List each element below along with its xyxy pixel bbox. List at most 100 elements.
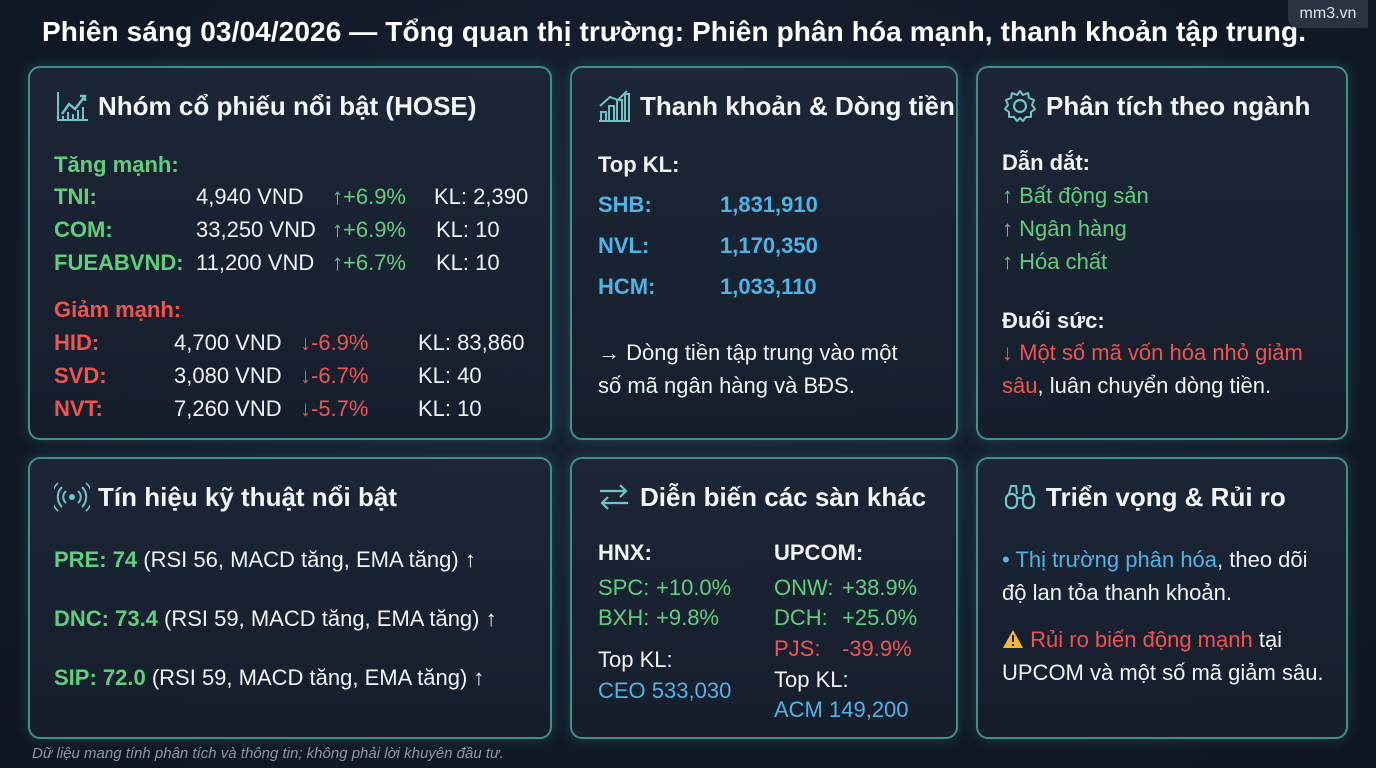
loser-change: ↓-5.7% (300, 396, 369, 421)
outlook-point1-line2: độ lan tỏa thanh khoản. (1002, 580, 1232, 605)
outlook-point1-rest: , theo dõi (1217, 547, 1308, 572)
hnx-change: +10.0% (656, 575, 732, 600)
upcom-ticker: DCH: (774, 605, 828, 630)
hnx-change: +9.8% (656, 605, 719, 630)
upcom-top-value: ACM 149,200 (774, 697, 909, 722)
brand-badge[interactable]: mm3.vn (1288, 0, 1368, 28)
upcom-change: +25.0% (842, 605, 918, 630)
top-volume-value: 1,170,350 (720, 233, 818, 258)
hnx-ticker: BXH: (598, 605, 650, 630)
signal-detail: (RSI 56, MACD tăng, EMA tăng) ↑ (137, 547, 476, 572)
upcom-change: +38.9% (842, 575, 918, 600)
gainer-ticker: COM: (54, 217, 113, 242)
signals-card: Tín hiệu kỹ thuật nổi bật PRE: 74 (RSI 5… (28, 457, 552, 739)
signal-label: PRE: 74 (54, 547, 138, 572)
weak-text-highlight: sâu (1002, 373, 1038, 398)
loser-volume: KL: 10 (418, 396, 482, 421)
top-volume-label: Top KL: (598, 152, 680, 177)
signal-detail: (RSI 59, MACD tăng, EMA tăng) ↑ (157, 606, 497, 631)
top-volume-ticker: SHB: (598, 192, 652, 217)
weak-text-line1: ↓ Một số mã vốn hóa nhỏ giảm (1002, 340, 1303, 365)
signal-icon (54, 482, 90, 512)
hose-card: Nhóm cổ phiếu nổi bật (HOSE) Tăng mạnh: … (28, 66, 552, 440)
loser-ticker: HID: (54, 330, 100, 355)
gainer-ticker: TNI: (54, 184, 97, 209)
sectors-card-title: Phân tích theo ngành (1046, 90, 1311, 121)
outlook-point1-highlight: • Thị trường phân hóa (1002, 547, 1218, 572)
gainer-volume: KL: 10 (436, 250, 500, 275)
top-volume-ticker: HCM: (598, 274, 656, 299)
hose-card-title: Nhóm cổ phiếu nổi bật (HOSE) (98, 90, 477, 121)
top-volume-value: 1,033,110 (720, 274, 817, 299)
page-title: Phiên sáng 03/04/2026 — Tổng quan thị tr… (42, 16, 1307, 47)
upcom-change: -39.9% (842, 636, 912, 661)
outlook-point2-rest: tại (1252, 627, 1283, 652)
loser-ticker: NVT: (54, 396, 103, 421)
signal-label: SIP: 72.0 (54, 665, 146, 690)
gainer-price: 11,200 VND (196, 250, 315, 275)
binoculars-icon (1004, 485, 1036, 510)
exchanges-card: Diễn biến các sàn khác HNX: SPC: +10.0% … (570, 457, 958, 739)
leading-label: Dẫn dắt: (1002, 150, 1090, 175)
signal-detail: (RSI 59, MACD tăng, EMA tăng) ↑ (145, 665, 485, 690)
hnx-top-value: CEO 533,030 (598, 678, 732, 703)
losers-label: Giảm mạnh: (54, 297, 182, 322)
signal-label: DNC: 73.4 (54, 606, 158, 631)
gear-icon (1004, 90, 1036, 122)
top-volume-value: 1,831,910 (720, 192, 818, 217)
signal-item: DNC: 73.4 (RSI 59, MACD tăng, EMA tăng) … (54, 606, 497, 632)
exchanges-card-header: Diễn biến các sàn khác (596, 479, 926, 515)
liquidity-note-line1: → Dòng tiền tập trung vào một (598, 340, 898, 365)
leading-sector: ↑ Hóa chất (1002, 249, 1108, 274)
outlook-point2-line2: UPCOM và một số mã giảm sâu. (1002, 660, 1324, 685)
hnx-label: HNX: (598, 540, 652, 565)
loser-price: 4,700 VND (174, 330, 282, 355)
outlook-card: Triển vọng & Rủi ro • Thị trường phân hó… (976, 457, 1348, 739)
loser-ticker: SVD: (54, 363, 107, 388)
outlook-card-title: Triển vọng & Rủi ro (1046, 481, 1286, 512)
outlook-point2-line1: Rủi ro biến động mạnh tại (1002, 627, 1282, 653)
line-chart-icon (57, 92, 88, 121)
weak-text-rest: , luân chuyển dòng tiền. (1037, 373, 1272, 398)
loser-volume: KL: 83,860 (418, 330, 525, 355)
leading-sector: ↑ Bất động sản (1002, 183, 1149, 208)
gainer-price: 33,250 VND (196, 217, 316, 242)
gainer-change: ↑+6.7% (332, 250, 406, 275)
upcom-label: UPCOM: (774, 540, 864, 565)
liquidity-card-title: Thanh khoản & Dòng tiền (640, 90, 955, 121)
gainer-ticker: FUEABVND: (54, 250, 184, 275)
exchanges-card-title: Diễn biến các sàn khác (640, 481, 927, 512)
loser-volume: KL: 40 (418, 363, 482, 388)
weak-text-line2: sâu, luân chuyển dòng tiền. (1002, 373, 1271, 399)
loser-change: ↓-6.7% (300, 363, 369, 388)
gainer-volume: KL: 2,390 (434, 184, 529, 209)
weak-label: Đuối sức: (1002, 308, 1105, 333)
upcom-ticker: ONW: (774, 575, 834, 600)
top-volume-ticker: NVL: (598, 233, 650, 258)
outlook-point2-highlight: Rủi ro biến động mạnh (1030, 627, 1253, 652)
outlook-card-header: Triển vọng & Rủi ro (1002, 479, 1286, 515)
hnx-top-label: Top KL: (598, 647, 673, 672)
liquidity-card: Thanh khoản & Dòng tiền Top KL: SHB: 1,8… (570, 66, 958, 440)
gainer-change: ↑+6.9% (332, 217, 406, 242)
gainer-price: 4,940 VND (196, 184, 304, 209)
signals-card-header: Tín hiệu kỹ thuật nổi bật (54, 479, 397, 515)
liquidity-card-header: Thanh khoản & Dòng tiền (596, 88, 955, 124)
swap-arrows-icon (600, 484, 628, 510)
sectors-card: Phân tích theo ngành Dẫn dắt: ↑ Bất động… (976, 66, 1348, 440)
upcom-top-label: Top KL: (774, 667, 849, 692)
bar-chart-icon (599, 90, 630, 122)
gainer-volume: KL: 10 (436, 217, 500, 242)
loser-price: 7,260 VND (174, 396, 282, 421)
disclaimer-footer: Dữ liệu mang tính phân tích và thông tin… (32, 745, 504, 762)
gainers-label: Tăng mạnh: (54, 152, 179, 177)
signals-card-title: Tín hiệu kỹ thuật nổi bật (98, 481, 397, 512)
sectors-card-header: Phân tích theo ngành (1002, 88, 1310, 124)
liquidity-note-line2: số mã ngân hàng và BĐS. (598, 373, 855, 398)
loser-price: 3,080 VND (174, 363, 282, 388)
signal-item: SIP: 72.0 (RSI 59, MACD tăng, EMA tăng) … (54, 665, 484, 691)
leading-sector: ↑ Ngân hàng (1002, 216, 1127, 241)
hose-card-header: Nhóm cổ phiếu nổi bật (HOSE) (54, 88, 476, 124)
gainer-change: ↑+6.9% (332, 184, 406, 209)
signal-item: PRE: 74 (RSI 56, MACD tăng, EMA tăng) ↑ (54, 547, 476, 573)
